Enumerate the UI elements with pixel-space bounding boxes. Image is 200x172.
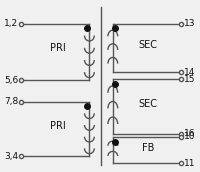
Text: PRI: PRI xyxy=(50,43,66,53)
Text: 10: 10 xyxy=(184,132,195,141)
Text: 1,2: 1,2 xyxy=(4,19,18,28)
Text: 3,4: 3,4 xyxy=(4,152,18,161)
Text: 5,6: 5,6 xyxy=(4,76,18,85)
Text: 13: 13 xyxy=(184,19,195,28)
Text: SEC: SEC xyxy=(138,99,157,109)
Text: 14: 14 xyxy=(184,68,195,77)
Text: SEC: SEC xyxy=(138,40,157,50)
Text: FB: FB xyxy=(142,143,154,153)
Text: 16: 16 xyxy=(184,129,195,138)
Text: 7,8: 7,8 xyxy=(4,97,18,106)
Text: 11: 11 xyxy=(184,159,195,168)
Text: 15: 15 xyxy=(184,75,195,84)
Text: PRI: PRI xyxy=(50,121,66,131)
